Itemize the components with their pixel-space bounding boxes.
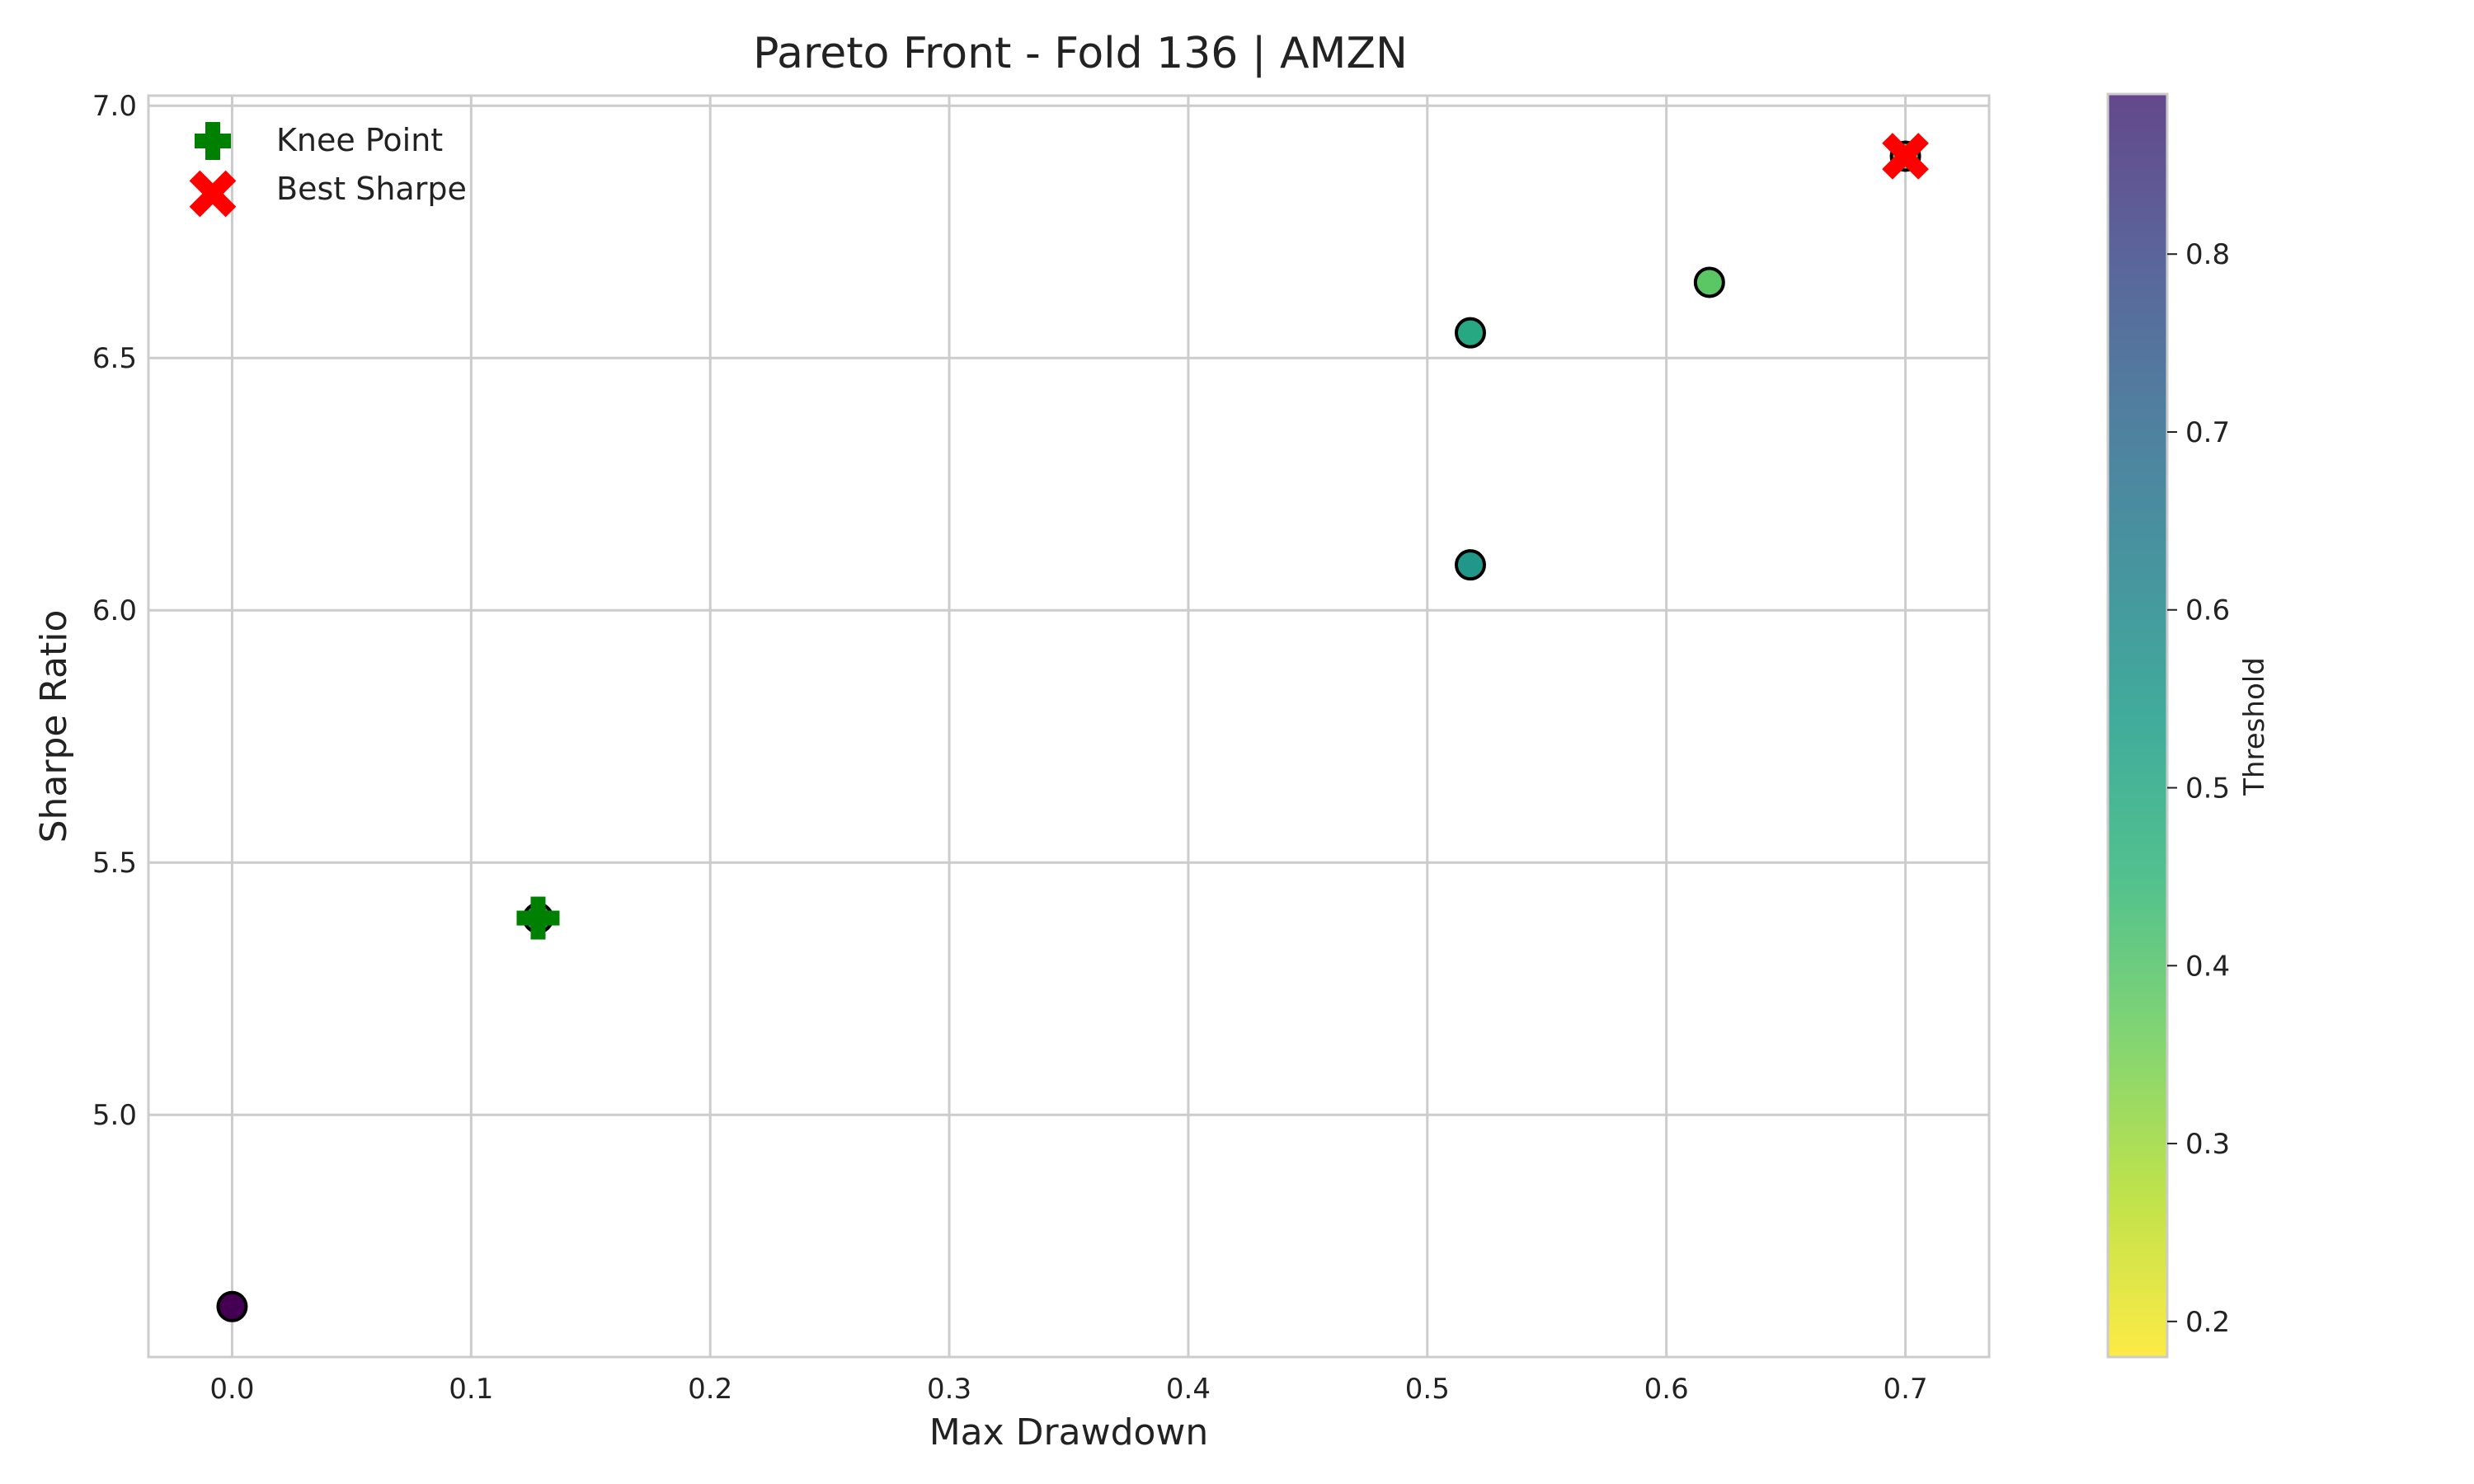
legend-knee-point-label: Knee Point bbox=[276, 122, 443, 158]
y-axis-ticks: 5.0 5.5 6.0 6.5 7.0 bbox=[92, 90, 137, 1132]
x-tick-label: 0.4 bbox=[1166, 1373, 1211, 1406]
x-tick-label: 0.1 bbox=[449, 1373, 493, 1406]
plot-area-frame bbox=[147, 94, 1991, 1359]
scatter-point bbox=[216, 1290, 248, 1322]
data-points bbox=[216, 140, 1921, 1322]
x-tick-label: 0.0 bbox=[209, 1373, 254, 1406]
colorbar-tick-label: 0.6 bbox=[2185, 594, 2230, 627]
y-tick-label: 6.0 bbox=[92, 594, 137, 627]
y-axis-label: Sharpe Ratio bbox=[33, 610, 75, 843]
x-tick-label: 0.6 bbox=[1644, 1373, 1689, 1406]
colorbar-tick-label: 0.8 bbox=[2185, 238, 2230, 271]
colorbar-gradient bbox=[2108, 94, 2167, 1357]
colorbar-ticks: 0.2 0.3 0.4 0.5 0.6 0.7 0.8 bbox=[2167, 238, 2230, 1339]
x-axis-ticks: 0.0 0.1 0.2 0.3 0.4 0.5 0.6 0.7 bbox=[209, 1373, 1927, 1406]
scatter-point bbox=[1454, 549, 1486, 581]
x-tick-label: 0.7 bbox=[1884, 1373, 1928, 1406]
x-tick-label: 0.5 bbox=[1405, 1373, 1450, 1406]
knee-point-marker bbox=[516, 896, 560, 940]
colorbar-tick-label: 0.4 bbox=[2185, 950, 2230, 983]
x-axis-label: Max Drawdown bbox=[929, 1411, 1209, 1453]
grid-lines bbox=[148, 96, 1989, 1357]
colorbar-label: Threshold bbox=[2238, 657, 2271, 796]
colorbar-tick-label: 0.7 bbox=[2185, 416, 2230, 449]
knee-point-bar-v bbox=[530, 896, 546, 940]
x-tick-label: 0.2 bbox=[688, 1373, 732, 1406]
best-sharpe-marker bbox=[1882, 133, 1929, 180]
legend-best-sharpe-label: Best Sharpe bbox=[276, 171, 467, 207]
highlight-markers bbox=[516, 133, 1929, 940]
legend-knee-point-marker-icon bbox=[195, 122, 231, 160]
colorbar-frame bbox=[2106, 92, 2169, 1359]
colorbar-tick-label: 0.2 bbox=[2185, 1306, 2230, 1339]
y-tick-label: 5.5 bbox=[92, 847, 137, 880]
legend: Knee Point Best Sharpe bbox=[189, 122, 467, 218]
chart-title: Pareto Front - Fold 136 | AMZN bbox=[753, 29, 1408, 78]
scatter-point bbox=[1693, 266, 1725, 298]
colorbar-tick-label: 0.3 bbox=[2185, 1128, 2230, 1161]
legend-best-sharpe-marker-icon bbox=[189, 170, 237, 218]
y-tick-label: 5.0 bbox=[92, 1099, 137, 1132]
colorbar: 0.2 0.3 0.4 0.5 0.6 0.7 0.8 Threshold bbox=[2106, 92, 2271, 1359]
colorbar-tick-label: 0.5 bbox=[2185, 773, 2230, 805]
scatter-point bbox=[1454, 317, 1486, 349]
y-tick-label: 7.0 bbox=[92, 90, 137, 123]
x-tick-label: 0.3 bbox=[927, 1373, 971, 1406]
y-tick-label: 6.5 bbox=[92, 342, 137, 375]
